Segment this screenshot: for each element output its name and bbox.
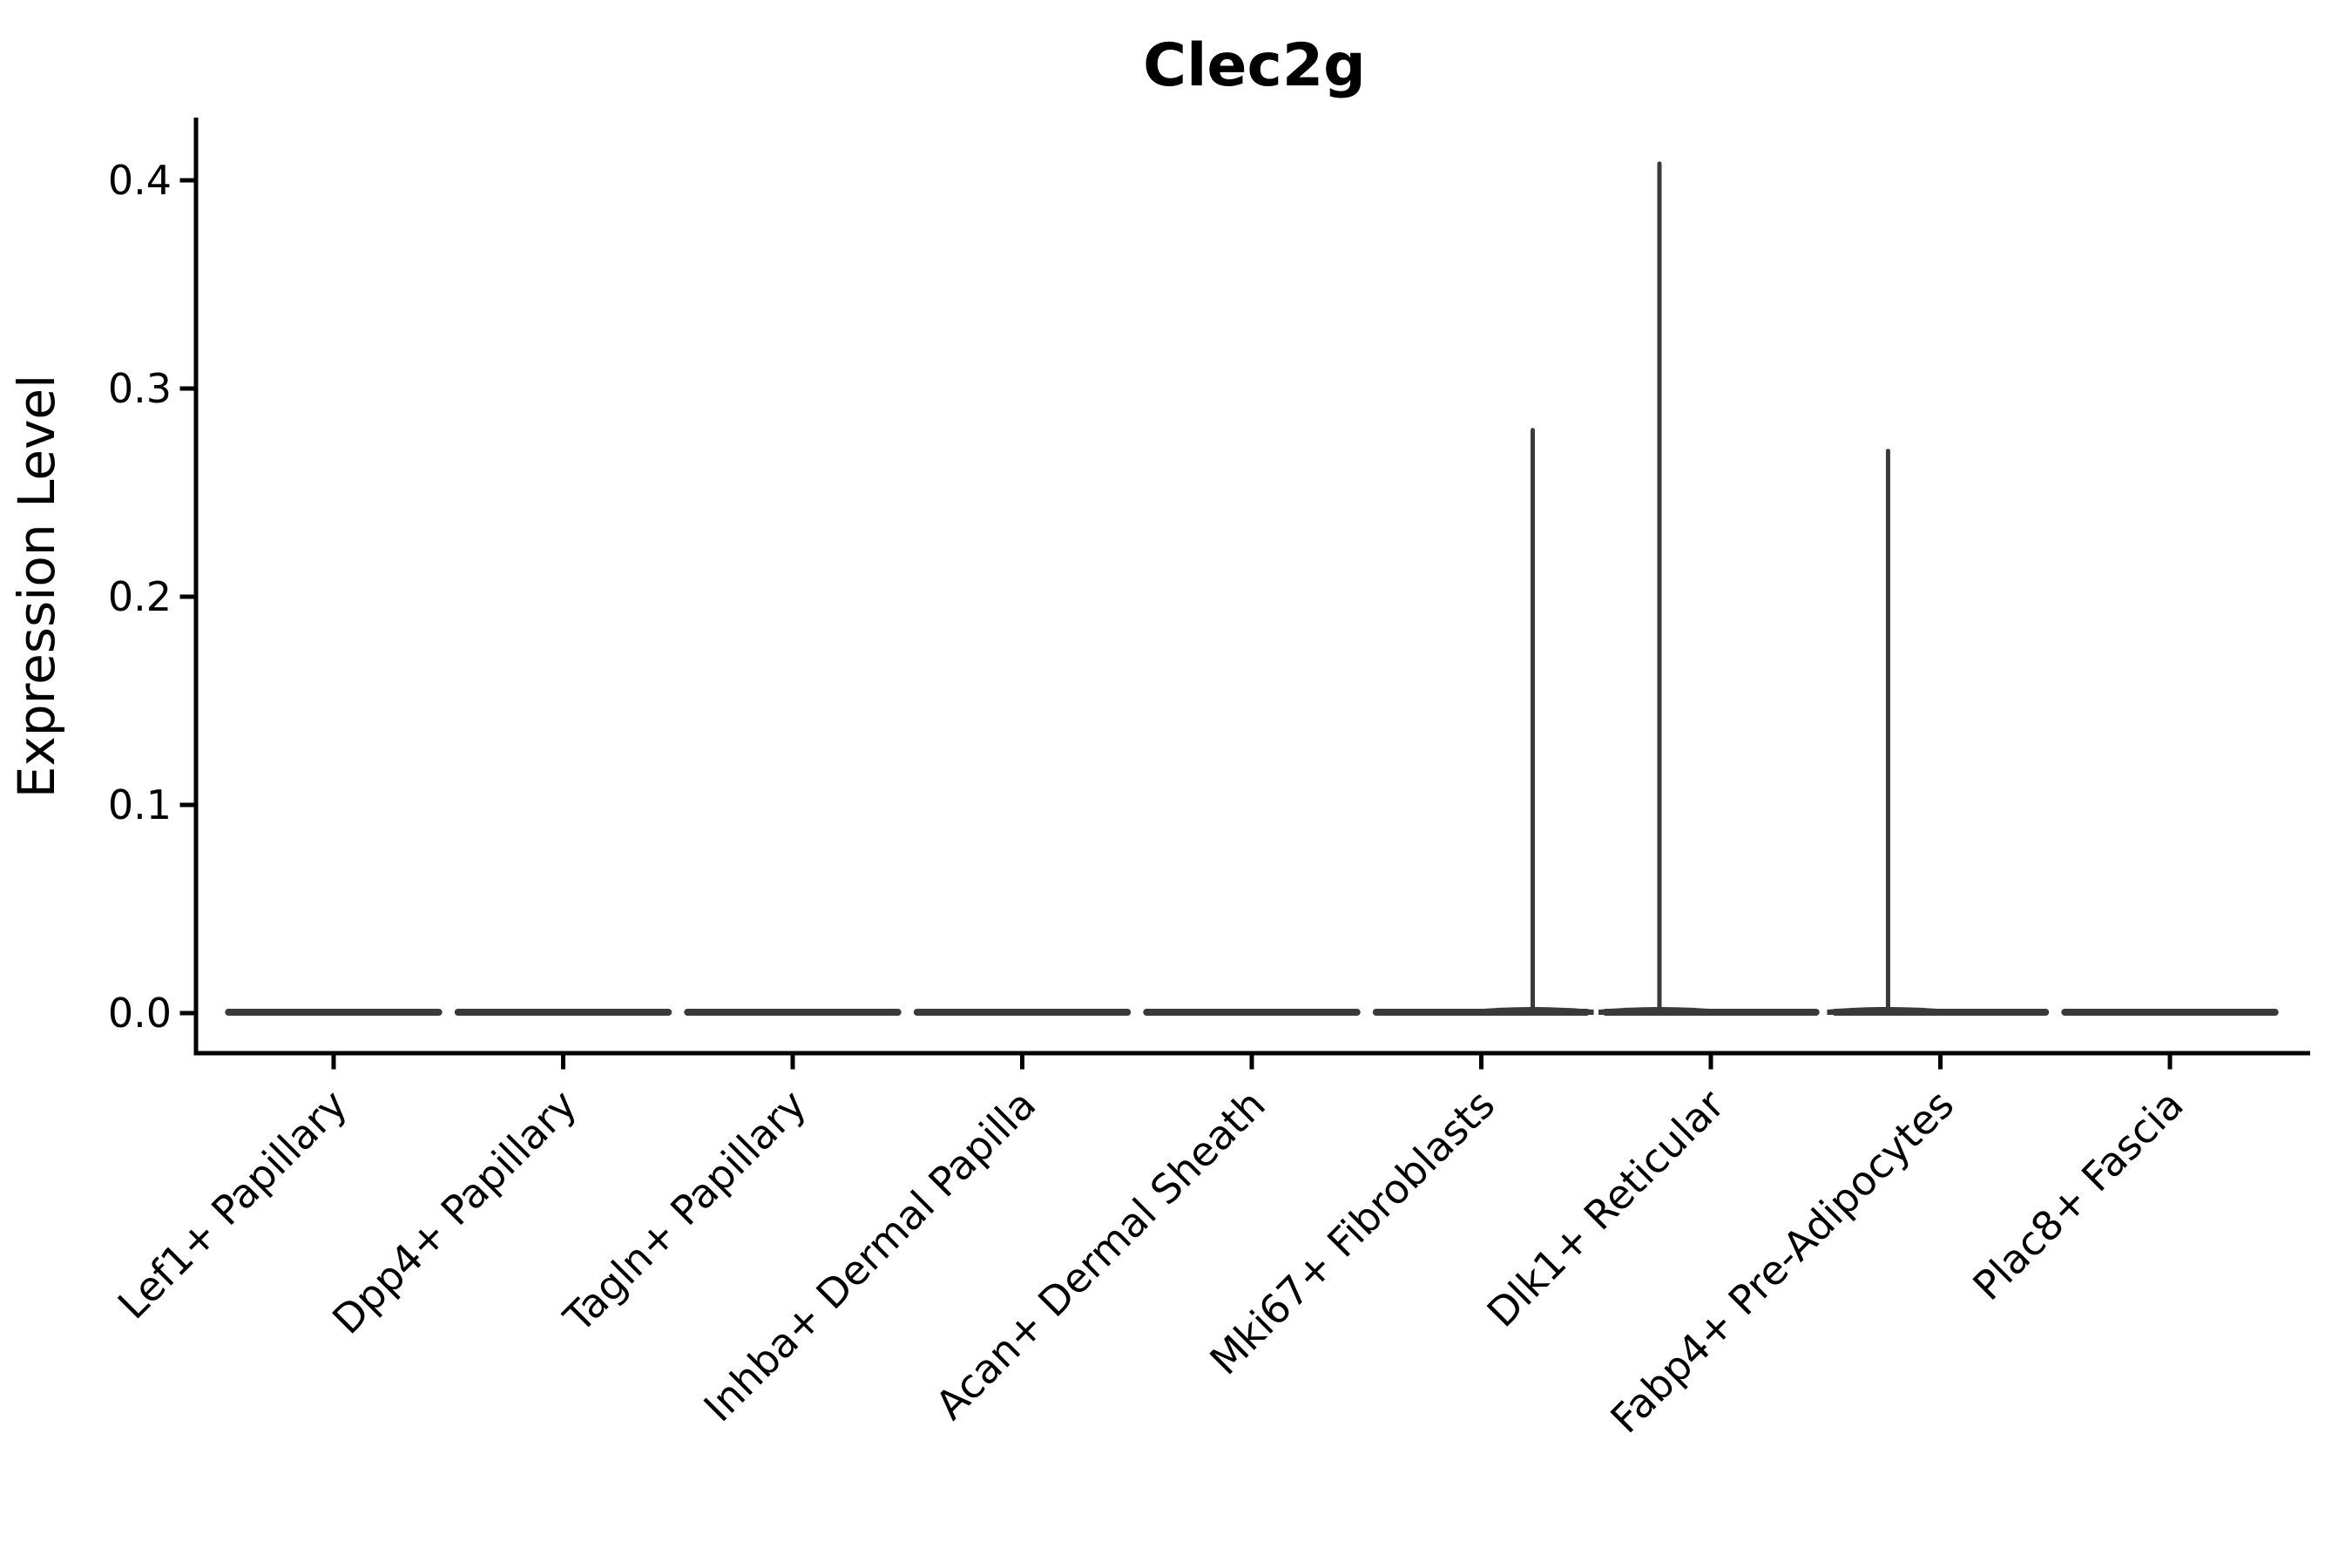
y-tick-label: 0.0 bbox=[108, 990, 172, 1037]
violin-layer bbox=[225, 161, 2279, 1016]
chart-title: Clec2g bbox=[1143, 31, 1366, 100]
y-tick-label: 0.4 bbox=[108, 157, 172, 204]
x-tick-label: Tagln+ Papillary bbox=[554, 1081, 815, 1342]
x-tick-label: Dlk1+ Reticular bbox=[1478, 1081, 1734, 1336]
x-tick-label: Dpp4+ Papillary bbox=[323, 1081, 585, 1343]
y-tick-label: 0.2 bbox=[108, 573, 172, 620]
y-tick-label: 0.1 bbox=[108, 781, 172, 828]
violin-7 bbox=[1598, 161, 1820, 1016]
violin-8 bbox=[1827, 449, 2050, 1016]
axes-layer bbox=[179, 118, 2310, 1070]
x-tick-label: Lef1+ Papillary bbox=[109, 1081, 356, 1328]
y-tick-label: 0.3 bbox=[108, 365, 172, 412]
y-axis-label: Expression Level bbox=[7, 375, 66, 798]
violin-6 bbox=[1372, 428, 1594, 1016]
x-tick-label: Plac8+ Fascia bbox=[1963, 1081, 2192, 1309]
